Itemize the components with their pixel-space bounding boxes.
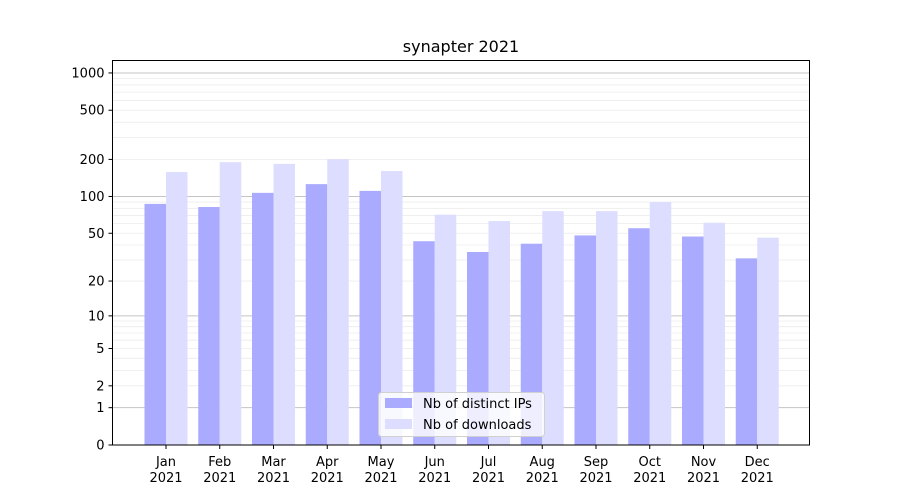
x-tick-label: Mar 2021 [257,455,290,486]
bar-distinct-ips-0 [144,203,166,445]
legend: Nb of distinct IPs Nb of downloads [378,392,545,437]
y-tick-label: 2 [96,379,104,394]
bar-downloads-3 [327,159,349,446]
bar-distinct-ips-1 [198,207,220,445]
bar-downloads-2 [273,163,295,445]
x-tick-label: Jun 2021 [418,455,451,486]
y-tick-label: 1000 [71,66,104,81]
x-tick-label: Apr 2021 [311,455,344,486]
x-tick-label: Dec 2021 [741,455,774,486]
x-tick-label: Feb 2021 [203,455,236,486]
bar-downloads-5 [434,214,457,445]
y-axis: 0 1 2 5 10 20 50 100 200 500 1000 [71,66,113,454]
bar-distinct-ips-8 [574,235,596,445]
y-tick-label: 0 [96,439,104,454]
bar-distinct-ips-3 [305,184,328,445]
x-axis: Jan 2021 Feb 2021 Mar 2021 Apr 2021 May 2021 Jun 20… [149,445,774,486]
y-tick-label: 200 [80,153,105,168]
legend-box [378,392,545,437]
bar-distinct-ips-2 [252,192,274,445]
y-tick-label: 5 [96,342,104,357]
y-tick-label: 50 [88,227,105,242]
bar-downloads-0 [166,172,188,445]
y-tick-label: 500 [80,104,105,119]
legend-swatch [385,398,412,408]
x-tick-label: Sep 2021 [579,455,612,486]
bar-distinct-ips-10 [682,236,704,445]
bar-distinct-ips-11 [735,258,758,445]
plot-frame [112,60,810,446]
y-tick-label: 20 [88,275,105,290]
y-tick-label: 10 [88,309,105,324]
chart-title: synapter 2021 [403,37,519,56]
x-tick-label: May 2021 [364,455,397,486]
bar-downloads-6 [488,221,510,445]
bar-downloads-8 [596,211,618,445]
bar-downloads-10 [703,222,725,445]
y-tick-label: 100 [80,190,105,205]
bar-downloads-1 [219,162,242,445]
x-tick-label: Oct 2021 [633,455,666,486]
legend-label: Nb of distinct IPs [423,397,532,412]
y-tick-label: 1 [96,401,104,416]
bar-distinct-ips-9 [628,228,650,445]
legend-label: Nb of downloads [423,418,532,433]
bar-distinct-ips-4 [359,190,381,445]
bar-downloads-11 [757,237,779,445]
bar-downloads-9 [649,202,672,445]
x-tick-label: Nov 2021 [687,455,720,486]
x-tick-label: Aug 2021 [526,455,559,486]
x-tick-label: Jan 2021 [149,455,182,486]
x-tick-label: Jul 2021 [472,455,505,486]
legend-swatch [385,419,412,429]
bar-downloads-4 [381,171,403,445]
bar-downloads-7 [542,211,564,445]
